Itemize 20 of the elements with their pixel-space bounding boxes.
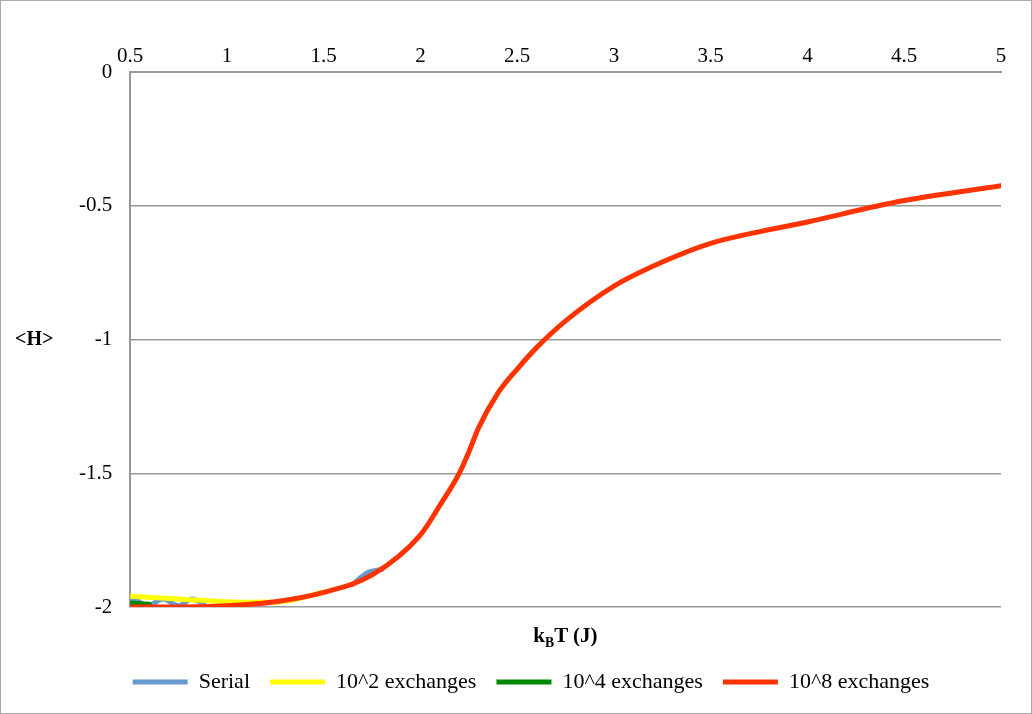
y-tick-label: -1	[94, 326, 113, 351]
y-tick-label: -2	[94, 593, 113, 618]
legend-label: 10^4 exchanges	[562, 667, 703, 693]
x-tick-label: 0.5	[117, 43, 144, 68]
legend-label: Serial	[198, 667, 251, 693]
x-tick-label: 2.5	[504, 43, 531, 68]
y-tick-label: 0	[101, 58, 113, 83]
x-tick-label: 1.5	[310, 43, 337, 68]
x-tick-label: 1	[221, 43, 233, 68]
x-tick-label: 4	[802, 43, 814, 68]
x-tick-label: 3.5	[697, 43, 724, 68]
legend-label: 10^2 exchanges	[335, 667, 477, 693]
y-axis-title: <H>	[15, 326, 54, 349]
y-tick-label: -1.5	[78, 459, 113, 484]
x-tick-label: 5	[995, 43, 1007, 68]
x-tick-label: 2	[415, 43, 426, 68]
y-tick-label: -0.5	[78, 192, 113, 217]
x-tick-label: 4.5	[891, 43, 918, 68]
x-tick-label: 3	[608, 43, 620, 68]
legend-label: 10^8 exchanges	[788, 667, 930, 693]
